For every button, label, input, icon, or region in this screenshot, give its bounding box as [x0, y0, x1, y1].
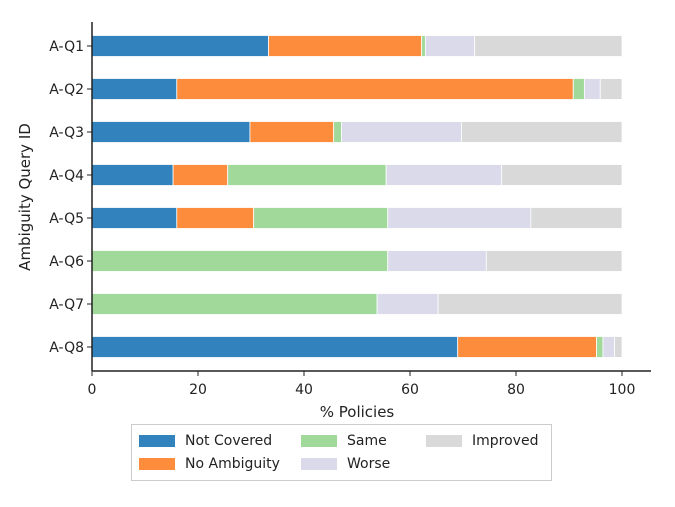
- y-tick-label: A-Q3: [49, 125, 84, 141]
- bar-segment: [583, 78, 601, 100]
- bar-segment: [91, 250, 389, 272]
- bar-segment: [172, 164, 229, 186]
- y-tick-label: A-Q6: [49, 254, 84, 270]
- legend-item-worse: Worse: [301, 456, 390, 472]
- bar-segment: [249, 121, 335, 143]
- bar-segment: [385, 164, 503, 186]
- bar-segment: [268, 35, 423, 57]
- bar-segment: [485, 250, 623, 272]
- legend-label: Improved: [472, 433, 539, 449]
- x-tick-label: 0: [88, 382, 97, 398]
- x-tick-labels: 0 20 40 60 80 100: [88, 371, 636, 398]
- bar-segment: [474, 35, 623, 57]
- bar-segment: [227, 164, 387, 186]
- bar-segment: [461, 121, 623, 143]
- bar-segment: [602, 336, 615, 358]
- bar-segment: [457, 336, 597, 358]
- bar-segment: [341, 121, 462, 143]
- bar-segment: [91, 336, 459, 358]
- bar-segment: [333, 121, 343, 143]
- legend-item-same: Same: [301, 433, 387, 449]
- x-tick-label: 80: [507, 382, 525, 398]
- y-tick-labels: A-Q1 A-Q2 A-Q3 A-Q4 A-Q5 A-Q6 A-Q7 A-Q8: [49, 39, 92, 356]
- y-tick-label: A-Q8: [49, 340, 84, 356]
- legend-label: Worse: [347, 456, 391, 472]
- bar-segment: [596, 336, 604, 358]
- bar-segment: [437, 293, 623, 315]
- y-tick-label: A-Q2: [49, 82, 84, 98]
- bar-segment: [572, 78, 585, 100]
- legend-label: Not Covered: [185, 433, 273, 449]
- legend-item-improved: Improved: [426, 433, 538, 449]
- y-tick-label: A-Q7: [49, 297, 84, 313]
- bar-segment: [387, 207, 532, 229]
- bar-segment: [421, 35, 426, 57]
- bar-segment: [530, 207, 623, 229]
- bar-segment: [91, 164, 174, 186]
- x-tick-label: 40: [295, 382, 313, 398]
- legend-label: Same: [347, 433, 387, 449]
- x-tick-label: 100: [609, 382, 636, 398]
- legend: Not Covered No Ambiguity Same Worse Impr…: [131, 424, 552, 481]
- legend-item-no-ambiguity: No Ambiguity: [139, 456, 280, 472]
- legend-swatch: [301, 435, 337, 447]
- bar-segment: [501, 164, 623, 186]
- legend-swatch: [139, 435, 175, 447]
- bar-segment: [91, 78, 178, 100]
- legend-label: No Ambiguity: [185, 456, 280, 472]
- y-axis-label: Ambiguity Query ID: [16, 123, 34, 271]
- x-tick-label: 60: [401, 382, 419, 398]
- bar-segment: [253, 207, 389, 229]
- y-tick-label: A-Q5: [49, 211, 84, 227]
- bar-segment: [387, 250, 487, 272]
- x-axis-label: % Policies: [320, 403, 395, 421]
- y-tick-label: A-Q1: [49, 39, 84, 55]
- legend-swatch: [301, 458, 337, 470]
- x-tick-label: 20: [189, 382, 207, 398]
- bar-segment: [376, 293, 439, 315]
- bar-segment: [91, 207, 178, 229]
- bar-segment: [176, 207, 255, 229]
- bar-segment: [424, 35, 476, 57]
- bar-segment: [91, 293, 378, 315]
- bar-segment: [91, 121, 251, 143]
- legend-swatch: [426, 435, 462, 447]
- bar-segment: [176, 78, 574, 100]
- y-tick-label: A-Q4: [49, 168, 84, 184]
- bar-segment: [614, 336, 623, 358]
- legend-swatch: [139, 458, 175, 470]
- bar-segment: [91, 35, 269, 57]
- bars-group: [91, 35, 623, 358]
- legend-item-not-covered: Not Covered: [139, 433, 272, 449]
- bar-segment: [599, 78, 623, 100]
